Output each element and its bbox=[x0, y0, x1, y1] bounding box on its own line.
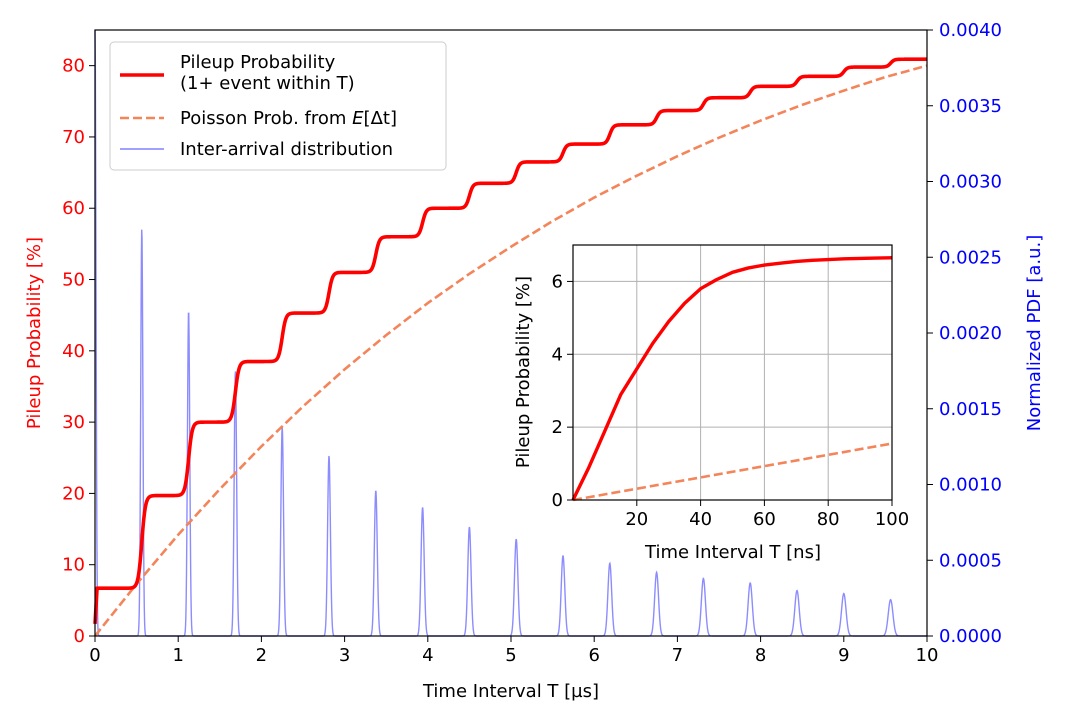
main-x-axis-label: Time Interval T [µs] bbox=[422, 681, 599, 702]
legend: Pileup Probability (1+ event within T) P… bbox=[109, 41, 447, 171]
main-x-tick-label: 2 bbox=[256, 645, 267, 666]
main-y-right-tick-label: 0.0040 bbox=[939, 20, 1002, 41]
inset-y-tick-label: 6 bbox=[552, 271, 563, 292]
main-x-tick-label: 6 bbox=[588, 645, 599, 666]
legend-label-pileup-line1: Pileup Probability bbox=[180, 52, 336, 73]
inset-x-axis-label: Time Interval T [ns] bbox=[644, 542, 821, 563]
main-y-left-tick-label: 50 bbox=[62, 270, 85, 291]
inset-x-tick-label: 100 bbox=[875, 509, 909, 530]
main-x-ticks: 0 1 2 3 4 5 6 7 8 9 10 bbox=[89, 636, 938, 666]
main-y-right-tick-label: 0.0015 bbox=[939, 399, 1002, 420]
inset-x-ticks: 20 40 60 80 100 bbox=[625, 500, 909, 530]
inset-x-tick-label: 40 bbox=[689, 509, 712, 530]
main-x-tick-label: 1 bbox=[172, 645, 183, 666]
main-y-right-tick-label: 0.0035 bbox=[939, 96, 1002, 117]
inset-x-tick-label: 60 bbox=[753, 509, 776, 530]
main-y-right-ticks: 0.0000 0.0005 0.0010 0.0015 0.0020 0.0025 0.00… bbox=[927, 20, 1002, 647]
main-y-right-tick-label: 0.0025 bbox=[939, 247, 1002, 268]
legend-label-poisson-prefix: Poisson Prob. from bbox=[180, 108, 352, 129]
main-y-left-tick-label: 80 bbox=[62, 56, 85, 77]
legend-label-interarrival: Inter-arrival distribution bbox=[180, 139, 393, 160]
main-x-tick-label: 4 bbox=[422, 645, 433, 666]
main-y-left-tick-label: 0 bbox=[74, 626, 85, 647]
main-y-right-tick-label: 0.0000 bbox=[939, 626, 1002, 647]
main-y-right-axis-label: Normalized PDF [a.u.] bbox=[1024, 235, 1045, 432]
main-y-left-tick-label: 30 bbox=[62, 412, 85, 433]
main-y-right-tick-label: 0.0030 bbox=[939, 172, 1002, 193]
main-x-tick-label: 3 bbox=[339, 645, 350, 666]
main-x-tick-label: 0 bbox=[89, 645, 100, 666]
main-x-tick-label: 8 bbox=[755, 645, 766, 666]
inset-background bbox=[573, 245, 892, 500]
main-y-left-tick-label: 70 bbox=[62, 127, 85, 148]
main-y-left-tick-label: 10 bbox=[62, 555, 85, 576]
inset-axes: 20 40 60 80 100 0 2 4 6 Time Interval T [ns] Pi… bbox=[513, 244, 909, 563]
main-y-left-tick-label: 60 bbox=[62, 198, 85, 219]
inset-y-tick-label: 4 bbox=[552, 344, 563, 365]
main-y-right-tick-label: 0.0010 bbox=[939, 475, 1002, 496]
inset-x-tick-label: 20 bbox=[625, 509, 648, 530]
legend-label-poisson-expr: E bbox=[352, 108, 364, 129]
legend-box bbox=[109, 41, 447, 171]
main-x-tick-label: 7 bbox=[672, 645, 683, 666]
inset-series-pileup-probability bbox=[571, 256, 893, 501]
main-x-tick-label: 9 bbox=[838, 645, 849, 666]
inset-x-tick-label: 80 bbox=[817, 509, 840, 530]
main-y-left-ticks: 0 10 20 30 40 50 60 70 80 bbox=[62, 56, 95, 647]
inset-y-tick-label: 0 bbox=[552, 490, 563, 511]
main-y-left-tick-label: 20 bbox=[62, 483, 85, 504]
main-y-left-tick-label: 40 bbox=[62, 341, 85, 362]
series-poisson-probability bbox=[93, 64, 928, 637]
inset-y-axis-label: Pileup Probability [%] bbox=[513, 276, 534, 468]
main-y-right-tick-label: 0.0020 bbox=[939, 323, 1002, 344]
legend-label-poisson-suffix: [Δt] bbox=[364, 108, 397, 129]
legend-label-pileup-line2: (1+ event within T) bbox=[180, 73, 355, 94]
legend-label-poisson: Poisson Prob. from E[Δt] bbox=[180, 108, 397, 129]
main-y-right-tick-label: 0.0005 bbox=[939, 550, 1002, 571]
main-x-tick-label: 10 bbox=[916, 645, 939, 666]
inset-plot-marks bbox=[571, 256, 893, 502]
main-y-left-axis-label: Pileup Probability [%] bbox=[24, 237, 45, 429]
inset-y-tick-label: 2 bbox=[552, 417, 563, 438]
inset-axes-frame bbox=[572, 244, 893, 501]
main-x-tick-label: 5 bbox=[505, 645, 516, 666]
inset-series-poisson-probability bbox=[572, 442, 893, 502]
inset-y-ticks: 0 2 4 6 bbox=[552, 271, 573, 511]
series-pileup-probability bbox=[93, 57, 929, 624]
